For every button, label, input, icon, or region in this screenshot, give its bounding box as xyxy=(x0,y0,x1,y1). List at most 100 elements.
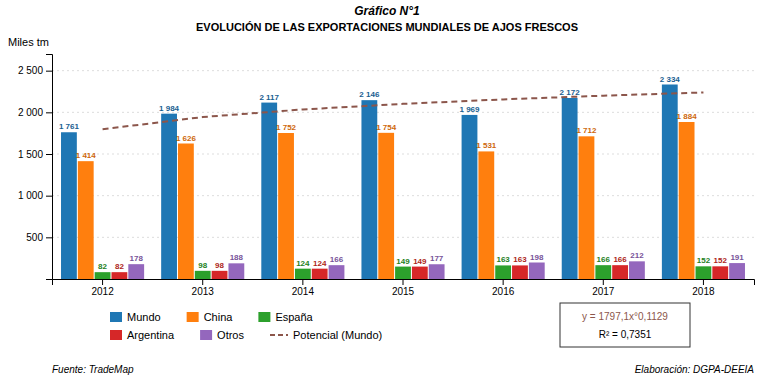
data-label: 1 761 xyxy=(59,122,80,131)
x-tick: 2013 xyxy=(192,279,215,297)
bar-series xyxy=(61,85,678,280)
data-label: 1 984 xyxy=(159,104,180,113)
legend-item: Mundo xyxy=(110,311,161,323)
bar xyxy=(128,264,144,279)
x-tick-label: 2018 xyxy=(692,286,715,297)
y-axis-line xyxy=(46,55,53,280)
x-tick: 2016 xyxy=(492,279,515,297)
grid-line xyxy=(52,237,754,238)
data-label: 149 xyxy=(413,257,427,266)
bar xyxy=(696,266,712,279)
bar xyxy=(78,161,94,279)
legend-label: China xyxy=(204,311,234,323)
legend-symbol xyxy=(270,334,288,336)
data-label: 166 xyxy=(613,255,627,264)
grid-line xyxy=(52,70,754,71)
y-tick: 2 000 xyxy=(18,107,52,118)
bar xyxy=(212,271,228,279)
equation-frame xyxy=(560,303,690,347)
bar xyxy=(478,151,494,279)
x-tick-mark xyxy=(302,279,303,285)
y-tick-label: 2 000 xyxy=(18,107,43,118)
legend-item: Otros xyxy=(200,329,244,341)
data-label: 152 xyxy=(697,256,711,265)
legend-item: España xyxy=(258,311,313,323)
data-label: 98 xyxy=(215,261,224,270)
x-tick-label: 2014 xyxy=(292,286,315,297)
legend-label: Argentina xyxy=(127,329,175,341)
source: Fuente: TradeMap xyxy=(52,364,134,375)
bar xyxy=(378,133,394,279)
annotation: y = 1797,1x°0,1129 xyxy=(582,311,668,322)
data-label: 178 xyxy=(130,254,144,263)
x-tick: 2015 xyxy=(392,279,415,297)
y-axis-title: Miles tm xyxy=(8,36,49,48)
x-tick-label: 2012 xyxy=(91,286,114,297)
data-label: 188 xyxy=(230,253,244,262)
data-label: 198 xyxy=(530,253,544,262)
legend-symbol xyxy=(258,312,270,322)
data-label: 2 146 xyxy=(359,90,380,99)
legend-item: China xyxy=(187,311,234,323)
x-tick: 2018 xyxy=(692,279,715,297)
legend-symbol xyxy=(110,330,122,340)
bar xyxy=(312,269,328,279)
x-tick-mark xyxy=(403,279,404,285)
bar xyxy=(462,115,478,279)
x-tick: 2012 xyxy=(91,279,114,297)
data-label: 1 531 xyxy=(476,141,497,150)
x-tick: 2017 xyxy=(592,279,615,297)
legend-symbol xyxy=(200,330,212,340)
data-label: 1 414 xyxy=(76,151,97,160)
y-tick-label: 500 xyxy=(26,232,43,243)
x-tick-label: 2015 xyxy=(392,286,415,297)
credit: Elaboración: DGPA-DEEIA xyxy=(635,364,755,375)
bar xyxy=(295,269,311,279)
x-tick-mark xyxy=(503,279,504,285)
data-label: 82 xyxy=(98,262,107,271)
x-tick-mark xyxy=(202,279,203,285)
plot: 5001 0001 5002 0002 50020122013201420152… xyxy=(18,55,755,298)
x-tick-label: 2016 xyxy=(492,286,515,297)
data-label: 191 xyxy=(730,253,744,262)
bar xyxy=(395,267,411,279)
bar-series xyxy=(78,122,695,279)
bar xyxy=(361,100,377,279)
bar xyxy=(61,132,77,279)
x-axis-line xyxy=(53,280,755,286)
legend-symbol xyxy=(187,312,199,322)
data-label: 124 xyxy=(313,259,327,268)
legend-item: Argentina xyxy=(110,329,175,341)
grid-line xyxy=(52,195,754,196)
data-label: 149 xyxy=(396,257,410,266)
x-tick-mark xyxy=(703,279,704,285)
x-tick-label: 2017 xyxy=(592,286,615,297)
bar-series xyxy=(128,261,745,279)
x-tick-mark xyxy=(603,279,604,285)
title: Gráfico N°1 xyxy=(354,4,420,18)
data-label: 152 xyxy=(714,256,728,265)
trend-line xyxy=(103,92,704,129)
data-label: 1 754 xyxy=(376,123,397,132)
bar xyxy=(579,136,595,279)
bar xyxy=(261,103,277,279)
bar xyxy=(712,266,728,279)
y-tick-mark xyxy=(46,237,52,238)
data-label: 1 884 xyxy=(677,112,698,121)
bar xyxy=(429,264,445,279)
bar xyxy=(329,265,345,279)
grid xyxy=(52,71,754,238)
y-tick-mark xyxy=(46,196,52,197)
y-tick-mark xyxy=(46,154,52,155)
x-tick-mark xyxy=(102,279,103,285)
legend-label: Potencial (Mundo) xyxy=(293,329,382,341)
data-labels: 1 7611 9842 1172 1461 9692 1722 3341 414… xyxy=(59,75,744,272)
data-label: 98 xyxy=(198,261,207,270)
bar xyxy=(629,261,645,279)
data-label: 166 xyxy=(330,255,344,264)
bar xyxy=(512,265,528,279)
y-tick: 1 500 xyxy=(18,149,52,160)
legend-item: Potencial (Mundo) xyxy=(270,329,382,341)
data-label: 1 712 xyxy=(576,126,597,135)
data-label: 2 334 xyxy=(660,75,681,84)
